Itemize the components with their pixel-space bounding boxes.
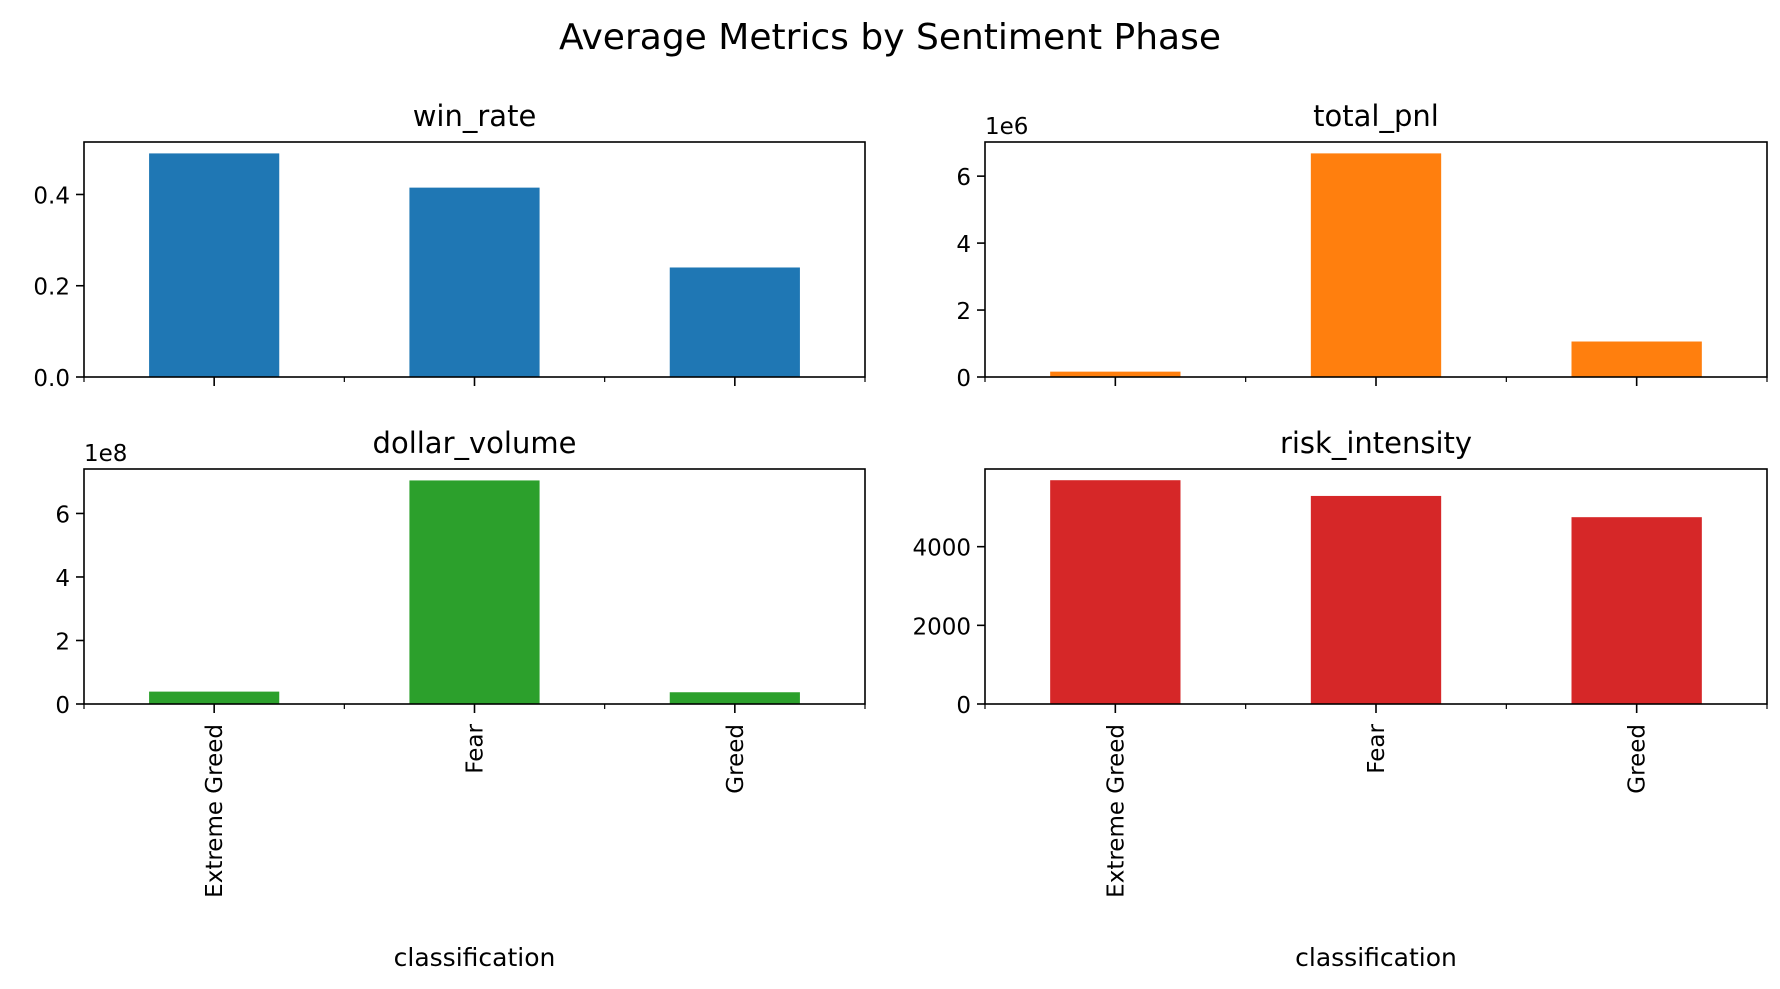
x-tick-label-greed: Greed [723,724,749,794]
bar-risk-intensity-greed [1571,517,1702,704]
y-tick-label: 0.2 [33,275,70,301]
bar-dollar-volume-greed [669,692,800,704]
bar-win-rate-extreme-greed [149,153,280,377]
y-tick-label: 4 [55,566,70,592]
y-tick-label: 4000 [912,536,971,562]
y-tick-label: 0.0 [33,366,70,392]
y-tick-label: 0 [956,693,971,719]
figure-title: Average Metrics by Sentiment Phase [559,17,1221,58]
bar-dollar-volume-fear [409,480,540,704]
subplot-dollar-volume: dollar_volume 0 2 4 6 1e8 Extreme Greed Fear Gre… [55,426,866,972]
x-tick-label-fear: Fear [1364,723,1390,773]
subplot-win-rate: win_rate 0.0 0.2 0.4 [33,99,866,392]
bar-win-rate-fear [409,187,540,377]
x-tick-label-fear: Fear [463,723,489,773]
bar-total-pnl-fear [1310,153,1442,377]
bar-win-rate-greed [669,267,800,377]
y-offset-label: 1e8 [84,441,127,467]
y-offset-label: 1e6 [985,114,1028,140]
bar-total-pnl-greed [1571,341,1702,377]
y-tick-label: 6 [956,165,971,191]
subplot-title: risk_intensity [1280,426,1472,460]
subplot-grid: win_rate 0.0 0.2 0.4 total_pnl 0 2 4 6 1e6 dollar_… [33,99,1768,972]
y-tick-label: 2000 [912,614,971,640]
y-tick-label: 2 [55,629,70,655]
bar-risk-intensity-extreme-greed [1050,480,1181,704]
x-tick-label-greed: Greed [1625,724,1651,794]
y-tick-label: 6 [55,502,70,528]
subplot-title: dollar_volume [373,426,577,460]
subplot-total-pnl: total_pnl 0 2 4 6 1e6 [956,99,1768,392]
y-tick-label: 0 [55,693,70,719]
subplot-risk-intensity: risk_intensity 0 2000 4000 Extreme Greed Fear… [912,426,1768,972]
subplot-title: total_pnl [1313,99,1439,133]
x-tick-label-extreme-greed: Extreme Greed [202,724,228,898]
x-axis-label: classification [394,943,556,972]
subplot-title: win_rate [413,99,537,133]
y-tick-label: 0 [956,366,971,392]
bar-total-pnl-extreme-greed [1050,371,1181,377]
x-axis-label: classification [1295,943,1457,972]
bar-dollar-volume-extreme-greed [149,691,280,704]
y-tick-label: 0.4 [33,183,70,209]
x-tick-label-extreme-greed: Extreme Greed [1103,724,1129,898]
y-tick-label: 4 [956,232,971,258]
y-tick-label: 2 [956,299,971,325]
bar-risk-intensity-fear [1310,495,1442,704]
